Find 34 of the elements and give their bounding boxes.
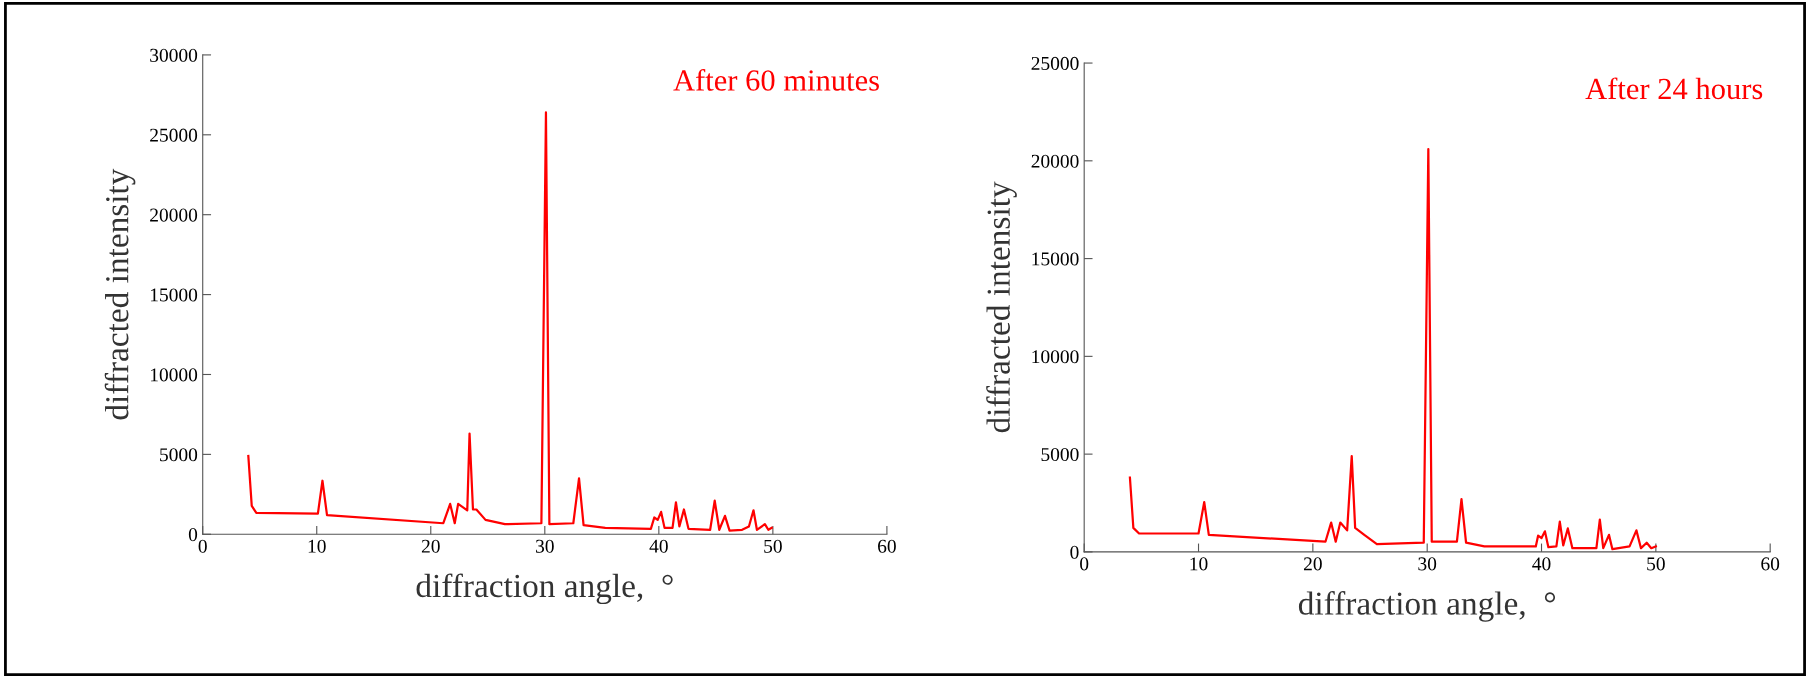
x-tick-label: 10 — [308, 539, 326, 553]
y-tick-label: 5000 — [1041, 447, 1079, 462]
y-tick-label: 20000 — [150, 208, 198, 222]
x-axis-title: diffraction angle, ° — [416, 573, 673, 605]
y-tick-label: 5000 — [160, 448, 198, 462]
x-tick-label: 40 — [649, 539, 668, 553]
y-tick-label: 25000 — [150, 128, 198, 142]
y-tick-label: 10000 — [1032, 350, 1079, 364]
x-tick-label: 0 — [198, 539, 207, 553]
x-tick-label: 20 — [1303, 557, 1322, 571]
line-series — [247, 111, 773, 532]
y-tick-label: 0 — [188, 528, 198, 542]
x-tick-label: 50 — [764, 539, 782, 553]
x-tick-label: 0 — [1080, 557, 1089, 571]
y-tick-label: 20000 — [1031, 154, 1079, 168]
x-tick-label: 20 — [421, 539, 440, 553]
x-tick-label: 60 — [878, 539, 896, 553]
line-series — [1128, 147, 1657, 551]
y-tick-label: 15000 — [150, 288, 198, 302]
y-tick-label: 10000 — [150, 368, 198, 382]
annotation: After 60 minutes — [673, 68, 879, 91]
x-tick-label: 60 — [1761, 557, 1780, 571]
x-axis-title: diffraction angle, ° — [1298, 591, 1556, 622]
y-axis-title: diffracted intensity — [986, 181, 1017, 433]
x-tick-label: 40 — [1532, 557, 1551, 571]
x-tick-label: 50 — [1647, 557, 1665, 571]
y-tick-label: 30000 — [150, 48, 198, 62]
x-tick-label: 30 — [536, 539, 554, 553]
x-tick-label: 30 — [1418, 557, 1437, 571]
annotation: After 24 hours — [1585, 77, 1763, 100]
y-axis-title: diffracted intensity — [104, 168, 136, 420]
y-tick-label: 15000 — [1032, 252, 1079, 266]
y-tick-label: 25000 — [1031, 56, 1079, 70]
x-tick-label: 10 — [1190, 557, 1208, 571]
